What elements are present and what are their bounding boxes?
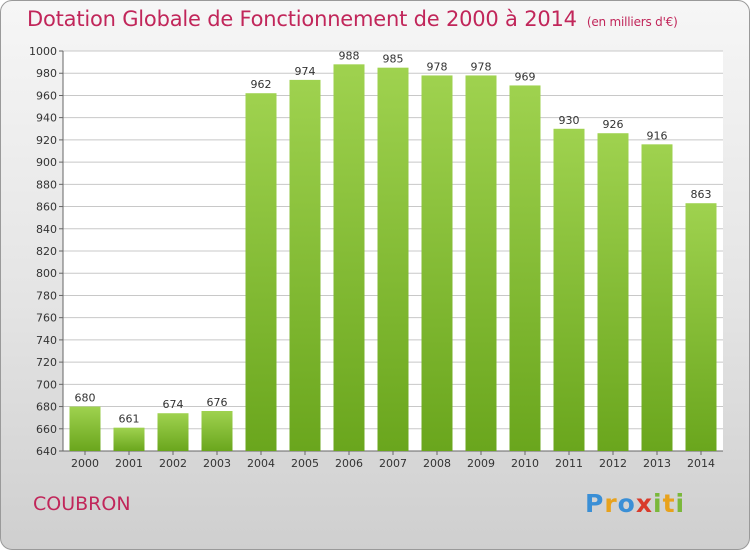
bar xyxy=(289,79,321,451)
y-tick-label: 1000 xyxy=(29,45,57,58)
y-tick-label: 840 xyxy=(36,223,57,236)
x-tick-label: 2012 xyxy=(599,457,627,470)
data-label: 674 xyxy=(163,398,184,411)
y-tick-label: 780 xyxy=(36,289,57,302)
x-tick-label: 2008 xyxy=(423,457,451,470)
bar xyxy=(333,64,365,452)
bar xyxy=(377,67,409,452)
data-label: 974 xyxy=(295,65,316,78)
y-tick-label: 740 xyxy=(36,334,57,347)
chart-title: Dotation Globale de Fonctionnement de 20… xyxy=(27,7,678,31)
bar xyxy=(641,144,673,452)
bar xyxy=(509,85,541,451)
x-tick-label: 2009 xyxy=(467,457,495,470)
bar xyxy=(685,203,717,451)
x-tick-label: 2007 xyxy=(379,457,407,470)
x-tick-label: 2011 xyxy=(555,457,583,470)
data-label: 926 xyxy=(603,118,624,131)
data-label: 930 xyxy=(559,114,580,127)
x-tick-label: 2010 xyxy=(511,457,539,470)
data-label: 985 xyxy=(383,53,404,66)
x-tick-label: 2002 xyxy=(159,457,187,470)
data-label: 962 xyxy=(251,78,272,91)
y-tick-label: 760 xyxy=(36,312,57,325)
logo-letter: t xyxy=(662,489,676,518)
bar xyxy=(157,413,189,451)
logo-letter: i xyxy=(675,489,686,518)
bar xyxy=(553,128,585,451)
data-label: 916 xyxy=(647,129,668,142)
data-label: 661 xyxy=(119,413,140,426)
x-tick-label: 2003 xyxy=(203,457,231,470)
y-tick-label: 920 xyxy=(36,134,57,147)
x-tick-label: 2000 xyxy=(71,457,99,470)
y-tick-label: 820 xyxy=(36,245,57,258)
bar xyxy=(245,93,277,451)
data-label: 680 xyxy=(75,392,96,405)
x-tick-label: 2004 xyxy=(247,457,275,470)
data-label: 978 xyxy=(427,60,448,73)
logo-letter: r xyxy=(604,489,618,518)
data-label: 978 xyxy=(471,60,492,73)
y-tick-label: 880 xyxy=(36,178,57,191)
proxiti-logo[interactable]: Proxiti xyxy=(585,489,685,518)
y-tick-label: 960 xyxy=(36,89,57,102)
bar xyxy=(201,411,233,451)
y-tick-label: 680 xyxy=(36,401,57,414)
y-tick-label: 640 xyxy=(36,445,57,458)
y-tick-label: 800 xyxy=(36,267,57,280)
y-tick-label: 660 xyxy=(36,423,57,436)
x-tick-label: 2006 xyxy=(335,457,363,470)
bar xyxy=(69,406,101,451)
y-tick-label: 700 xyxy=(36,378,57,391)
bar xyxy=(113,427,145,451)
data-label: 969 xyxy=(515,70,536,83)
bar xyxy=(465,75,497,451)
data-label: 988 xyxy=(339,49,360,62)
commune-name: COUBRON xyxy=(33,493,131,515)
y-tick-label: 980 xyxy=(36,67,57,80)
x-tick-label: 2001 xyxy=(115,457,143,470)
bar xyxy=(597,133,629,451)
logo-letter: P xyxy=(585,489,605,518)
logo-letter: i xyxy=(653,489,663,518)
y-tick-label: 940 xyxy=(36,112,57,125)
x-tick-label: 2014 xyxy=(687,457,715,470)
logo-letter: x xyxy=(635,489,653,518)
y-tick-label: 860 xyxy=(36,201,57,214)
x-tick-label: 2005 xyxy=(291,457,319,470)
y-tick-label: 720 xyxy=(36,356,57,369)
data-label: 676 xyxy=(207,396,228,409)
bar xyxy=(421,75,453,451)
logo-letter: o xyxy=(617,489,636,518)
x-tick-label: 2013 xyxy=(643,457,671,470)
chart-title-text: Dotation Globale de Fonctionnement de 20… xyxy=(27,7,577,31)
y-tick-label: 900 xyxy=(36,156,57,169)
chart-subtitle: (en milliers d'€) xyxy=(586,15,678,29)
data-label: 863 xyxy=(691,188,712,201)
